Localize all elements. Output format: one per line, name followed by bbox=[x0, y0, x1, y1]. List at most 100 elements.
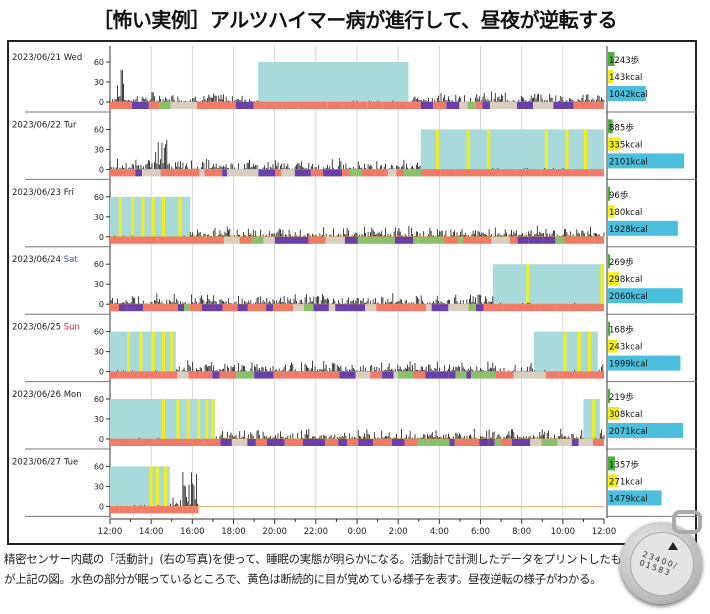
state-band-segment bbox=[571, 169, 590, 177]
state-band-segment bbox=[532, 371, 546, 379]
state-band-segment bbox=[575, 371, 589, 379]
state-band-segment bbox=[124, 236, 131, 244]
state-band-segment bbox=[118, 304, 127, 312]
state-band-segment bbox=[177, 304, 185, 312]
state-band-segment bbox=[471, 371, 490, 379]
sleep-region bbox=[258, 62, 409, 102]
x-tick-label: 16:00 bbox=[180, 527, 205, 537]
state-band-segment bbox=[260, 102, 266, 109]
state-band-segment bbox=[373, 439, 392, 446]
state-band-segment bbox=[126, 169, 136, 177]
state-band-segment bbox=[110, 439, 115, 446]
x-tick-label: 0:00 bbox=[347, 527, 366, 537]
state-band-segment bbox=[198, 236, 205, 244]
state-band-segment bbox=[357, 236, 365, 244]
caption-line-1: 精密センサー内蔵の「活動計」(右の写真)を使って、睡眠の実態が明らかになる。活動… bbox=[4, 552, 633, 566]
state-band-segment bbox=[175, 169, 193, 177]
state-band-segment bbox=[185, 102, 197, 109]
state-band-segment bbox=[475, 102, 483, 109]
activity-meter-photo: 2 3 4 0 0 / 0 1 5 8 3 bbox=[620, 522, 702, 604]
state-band-segment bbox=[144, 371, 162, 379]
wake-bar bbox=[487, 129, 491, 170]
y-tick-label: 0 bbox=[99, 435, 104, 444]
state-band-segment bbox=[110, 169, 127, 177]
state-band-segment bbox=[446, 102, 460, 109]
chart-frame bbox=[7, 40, 697, 545]
state-band-segment bbox=[455, 371, 467, 379]
state-band-segment bbox=[545, 371, 560, 379]
state-band-segment bbox=[474, 169, 492, 177]
state-band-segment bbox=[412, 304, 427, 312]
day-row-2023-06-27: 2023/06/27 Tue 0 30 60 1357歩 271kcal 1479kcal bbox=[12, 456, 697, 517]
state-band-segment bbox=[338, 439, 348, 446]
state-band-segment bbox=[342, 169, 351, 177]
day-row-2023-06-22: 2023/06/22 Tur 0 30 60 885歩 335kcal 2101kcal bbox=[12, 119, 697, 180]
wake-bar bbox=[151, 331, 155, 372]
day-date-label: 2023/06/23 Fri bbox=[12, 188, 74, 198]
state-band-segment bbox=[126, 304, 144, 312]
steps-bar bbox=[608, 52, 615, 66]
steps-label: 269歩 bbox=[609, 257, 634, 268]
state-band-segment bbox=[110, 371, 120, 379]
wake-bar bbox=[139, 331, 143, 372]
sleep-region bbox=[110, 196, 191, 237]
day-row-2023-06-26: 2023/06/26 Mon 0 30 60 219歩 308kcal 2071kcal bbox=[12, 389, 697, 450]
state-band-segment bbox=[483, 304, 503, 312]
state-band-segment bbox=[367, 102, 383, 109]
state-band-segment bbox=[403, 169, 422, 177]
state-band-segment bbox=[192, 169, 200, 177]
total-kcal-bar bbox=[608, 153, 685, 169]
state-band-segment bbox=[347, 304, 366, 312]
state-band-segment bbox=[266, 304, 274, 312]
state-band-segment bbox=[154, 439, 159, 446]
wake-bar bbox=[466, 129, 470, 170]
state-band-segment bbox=[553, 102, 574, 109]
y-tick-label: 0 bbox=[99, 502, 104, 511]
total-kcal-bar bbox=[608, 86, 646, 101]
state-band-segment bbox=[394, 236, 414, 244]
state-band-segment bbox=[194, 371, 213, 379]
wake-bar bbox=[526, 264, 530, 305]
state-band-segment bbox=[555, 236, 565, 244]
wake-bar bbox=[588, 331, 592, 372]
state-band-segment bbox=[135, 169, 143, 177]
state-band-segment bbox=[395, 304, 413, 312]
total-kcal-bar bbox=[608, 490, 662, 506]
state-band-segment bbox=[202, 304, 215, 312]
state-band-segment bbox=[204, 439, 221, 446]
day-date-label: 2023/06/24 Sat bbox=[12, 255, 78, 265]
state-band-segment bbox=[310, 439, 326, 446]
state-band-segment bbox=[273, 304, 294, 312]
state-band-segment bbox=[557, 439, 572, 446]
state-band-segment bbox=[164, 506, 171, 514]
steps-label: 219歩 bbox=[609, 392, 634, 403]
y-tick-label: 30 bbox=[94, 280, 104, 289]
state-band-segment bbox=[378, 236, 395, 244]
activity-kcal-bar bbox=[608, 339, 617, 353]
x-tick-label: 6:00 bbox=[471, 527, 490, 537]
y-tick-label: 60 bbox=[94, 125, 104, 134]
sleep-region bbox=[420, 129, 604, 170]
state-band-segment bbox=[489, 102, 510, 109]
state-band-segment bbox=[212, 371, 220, 379]
state-band-segment bbox=[142, 169, 161, 177]
state-band-segment bbox=[313, 304, 329, 312]
device-face bbox=[630, 532, 694, 596]
wake-bar bbox=[149, 466, 153, 507]
steps-label: 1357歩 bbox=[609, 459, 640, 470]
triangle-icon bbox=[668, 542, 678, 550]
state-band-segment bbox=[585, 304, 593, 312]
state-band-segment bbox=[479, 439, 489, 446]
y-tick-label: 30 bbox=[94, 415, 104, 424]
state-band-segment bbox=[382, 102, 396, 109]
state-band-segment bbox=[436, 439, 450, 446]
state-band-segment bbox=[166, 371, 178, 379]
state-band-segment bbox=[247, 439, 256, 446]
total-kcal-bar bbox=[608, 288, 683, 304]
state-band-segment bbox=[170, 506, 183, 514]
state-band-segment bbox=[110, 102, 119, 109]
activity-kcal-bar bbox=[608, 474, 619, 488]
state-band-segment bbox=[468, 304, 476, 312]
wake-bar bbox=[544, 129, 548, 170]
state-band-segment bbox=[475, 304, 484, 312]
